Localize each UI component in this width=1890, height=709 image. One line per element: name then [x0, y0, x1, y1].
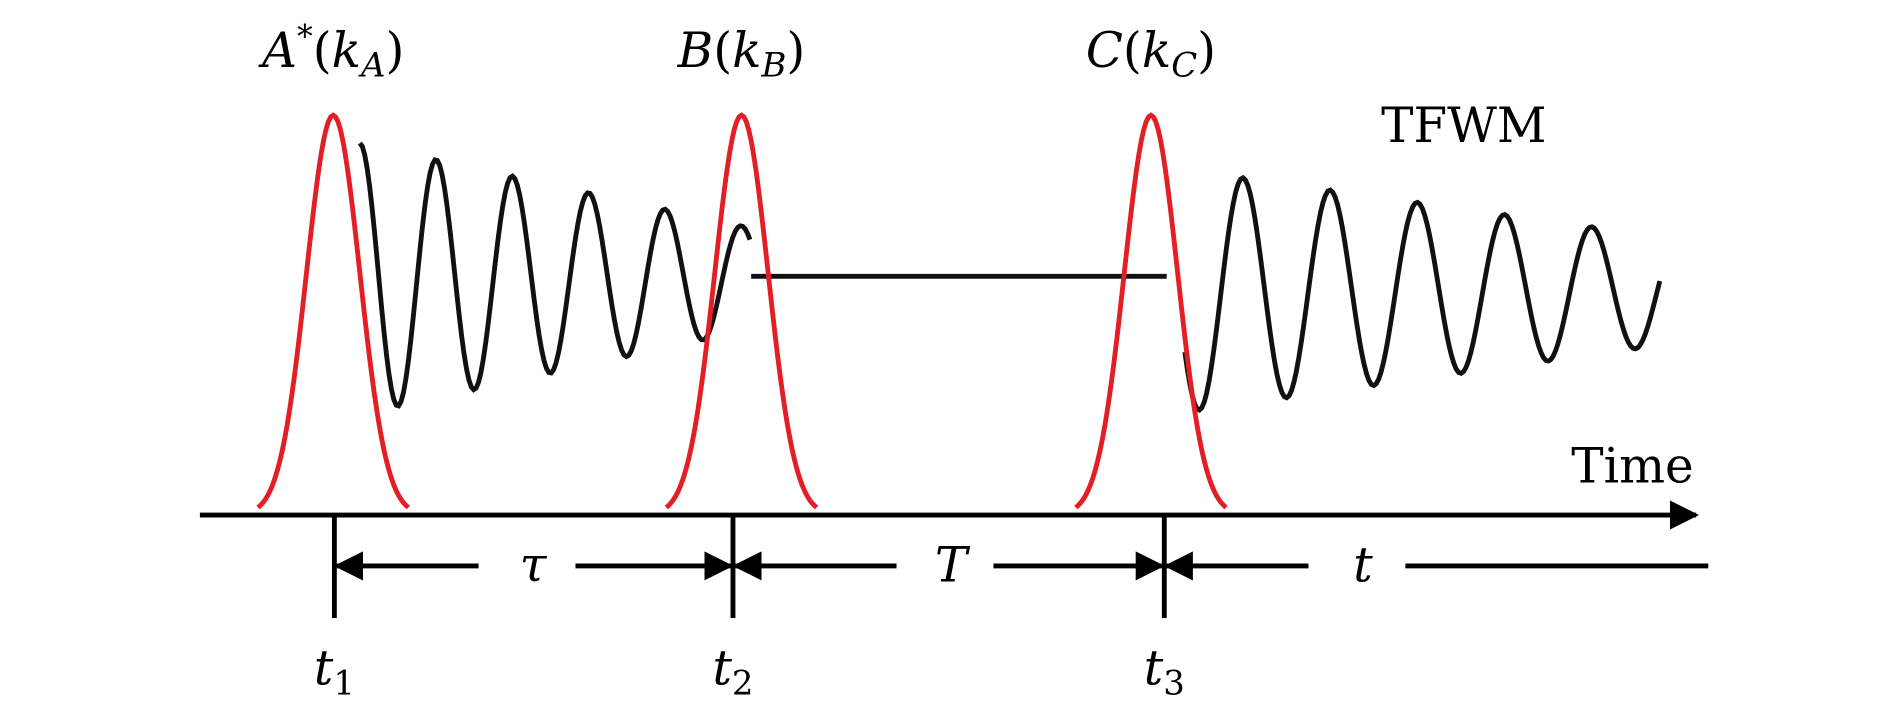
pulse-label: B(kB) [677, 23, 806, 85]
interval-label: t [1353, 538, 1373, 594]
pulse-sub: B [760, 45, 786, 84]
pulse-label: A*(kA) [258, 19, 404, 84]
pulse-k: k [332, 23, 361, 79]
pulse-sub: C [1171, 45, 1197, 84]
time-symbol: t [314, 641, 334, 697]
pulse [664, 112, 819, 510]
pulse-sub: A [358, 45, 386, 84]
time-label: t3 [1144, 641, 1185, 703]
signal-wave [1182, 174, 1663, 413]
time-sub: 1 [333, 663, 355, 702]
pulse [1074, 112, 1228, 510]
time-symbol: t [1144, 641, 1164, 697]
time-symbol: t [712, 641, 732, 697]
time-label: t1 [314, 641, 355, 703]
pulse-open: ( [1123, 23, 1142, 79]
interval-label: T [935, 538, 971, 594]
pulse-k: k [732, 23, 761, 79]
pulse-close: ) [1197, 23, 1216, 79]
pulse-symbol: B [677, 23, 714, 79]
pulse-close: ) [786, 23, 805, 79]
pulse-symbol: A [258, 23, 297, 79]
time-sub: 3 [1163, 663, 1185, 702]
pulse-symbol: C [1086, 23, 1123, 79]
pulse-sup: * [297, 19, 313, 55]
pulse-k: k [1142, 23, 1171, 79]
pulse-label: C(kC) [1086, 23, 1216, 85]
signal-label: TFWM [1381, 98, 1546, 154]
time-label: t2 [712, 641, 753, 703]
pulse-open: ( [713, 23, 732, 79]
time-sub: 2 [732, 663, 754, 702]
pulse-close: ) [385, 23, 404, 79]
pulse [256, 112, 410, 510]
interval-label: τ [520, 538, 548, 594]
signal-wave [357, 141, 753, 409]
pulse-open: ( [313, 23, 332, 79]
axis-label: Time [1571, 438, 1693, 494]
